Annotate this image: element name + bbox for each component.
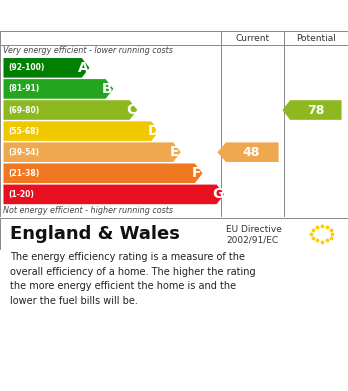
Polygon shape [3,142,181,162]
Text: Energy Efficiency Rating: Energy Efficiency Rating [69,7,279,23]
Text: The energy efficiency rating is a measure of the
overall efficiency of a home. T: The energy efficiency rating is a measur… [10,252,256,306]
Text: (21-38): (21-38) [9,169,40,178]
Polygon shape [3,79,113,99]
Text: C: C [126,103,136,117]
Polygon shape [3,100,137,120]
Text: (39-54): (39-54) [9,148,40,157]
Text: EU Directive: EU Directive [226,224,282,233]
Text: (81-91): (81-91) [9,84,40,93]
Polygon shape [3,121,159,141]
Polygon shape [3,163,203,183]
Text: England & Wales: England & Wales [10,225,180,243]
Text: G: G [213,187,224,201]
Text: B: B [102,82,113,96]
Text: 48: 48 [243,146,260,159]
Text: (92-100): (92-100) [9,63,45,72]
Text: D: D [147,124,159,138]
Text: Current: Current [235,34,269,43]
Text: 78: 78 [307,104,324,117]
Text: (1-20): (1-20) [9,190,34,199]
Text: (69-80): (69-80) [9,106,40,115]
Polygon shape [3,58,89,78]
Polygon shape [283,100,342,120]
Text: E: E [170,145,180,159]
Text: (55-68): (55-68) [9,127,40,136]
Polygon shape [217,142,279,162]
Text: Not energy efficient - higher running costs: Not energy efficient - higher running co… [3,206,174,215]
Text: A: A [78,61,89,75]
Polygon shape [3,185,224,204]
Text: F: F [192,166,201,180]
Text: Very energy efficient - lower running costs: Very energy efficient - lower running co… [3,46,173,55]
Text: Potential: Potential [296,34,336,43]
Text: 2002/91/EC: 2002/91/EC [226,235,278,244]
